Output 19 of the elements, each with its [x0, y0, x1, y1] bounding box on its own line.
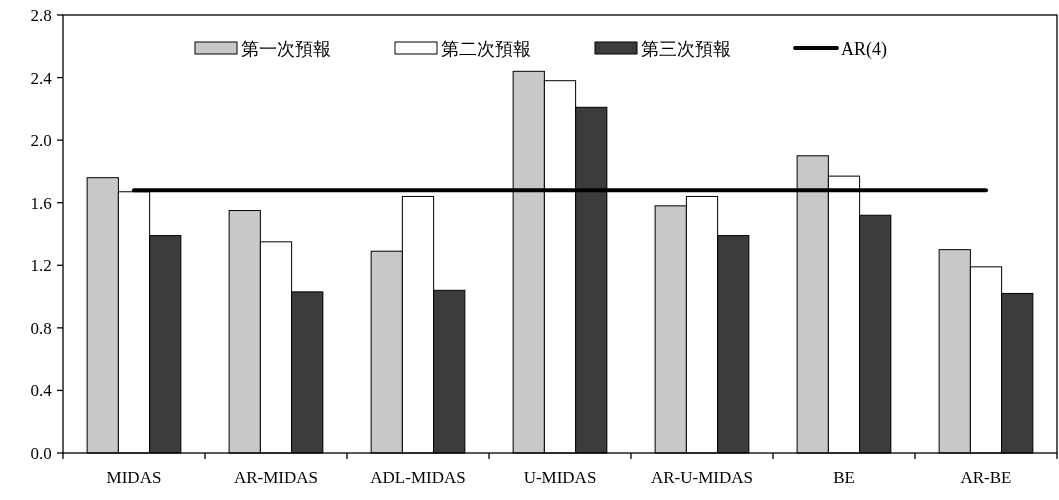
x-tick-label: BE — [833, 468, 855, 487]
legend-label: AR(4) — [841, 39, 887, 60]
y-tick-label: 0.0 — [30, 444, 52, 463]
x-tick-label: AR-BE — [960, 468, 1012, 487]
y-tick-label: 1.6 — [30, 193, 52, 213]
y-tick-label: 0.8 — [30, 318, 52, 338]
legend-label: 第一次預報 — [241, 39, 331, 59]
x-tick-label: ADL-MIDAS — [370, 468, 466, 487]
legend-label: 第三次預報 — [641, 39, 731, 59]
y-tick-label: 0.4 — [30, 381, 53, 401]
x-tick-label: MIDAS — [106, 468, 162, 487]
y-tick-label: 2.4 — [30, 68, 53, 88]
x-tick-label: U-MIDAS — [523, 468, 597, 487]
legend-label: 第二次預報 — [441, 39, 531, 59]
y-tick-label: 2.8 — [30, 6, 52, 25]
x-tick-label: AR-MIDAS — [233, 468, 319, 487]
y-tick-label: 2.0 — [30, 131, 52, 151]
y-tick-label: 1.2 — [30, 256, 52, 276]
x-tick-label: AR-U-MIDAS — [651, 468, 753, 487]
